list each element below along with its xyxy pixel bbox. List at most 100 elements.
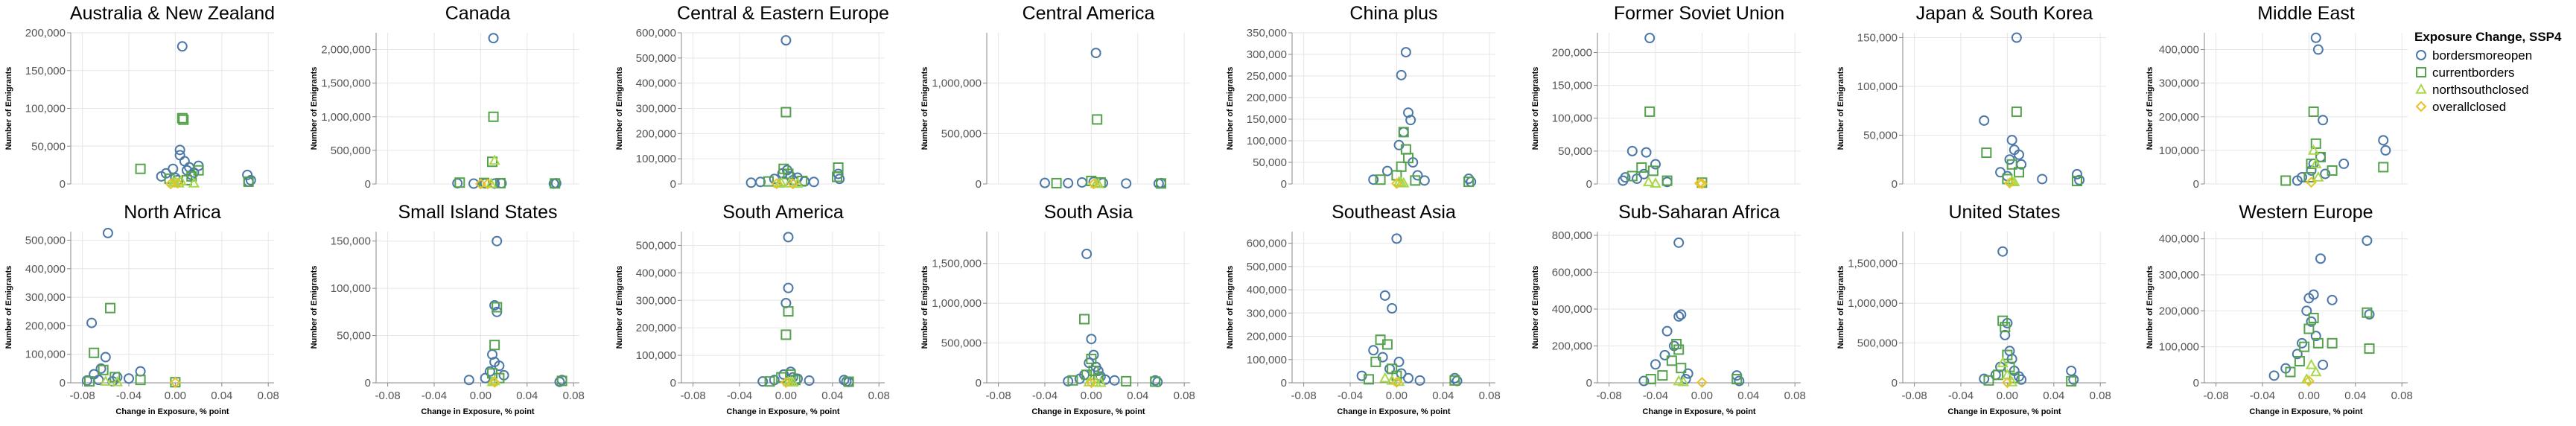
facet-title: Japan & South Korea (1916, 3, 2093, 24)
x-tick-label: 0.00 (470, 390, 492, 402)
point-northsouthclosed (2310, 366, 2322, 377)
point-bordersmoreopen (2292, 175, 2303, 186)
y-tick-label: 600,000 (636, 27, 676, 39)
facet-title: Small Island States (398, 202, 558, 223)
x-tick-label: -0.08 (985, 390, 1011, 402)
point-bordersmoreopen (1650, 159, 1661, 170)
facet-panel: North Africa 0 100,000 200,000 300,000 400,00… (4, 202, 279, 416)
y-tick-label: 0 (1586, 178, 1592, 191)
gridlines (1292, 32, 1495, 185)
point-currentborders (2315, 151, 2326, 162)
point-bordersmoreopen (179, 156, 190, 167)
x-tick-label: 0.04 (211, 390, 232, 402)
x-tick-label: -0.04 (116, 390, 141, 402)
y-tick-label: 300,000 (2159, 269, 2199, 282)
point-bordersmoreopen (1368, 345, 1379, 356)
legend-items: bordersmoreopen currentborders northsouthc… (2415, 48, 2532, 114)
y-tick-label: 100,000 (1857, 80, 1898, 93)
point-bordersmoreopen (1381, 165, 1393, 177)
gridlines (1292, 232, 1495, 384)
point-northsouthclosed (1095, 376, 1107, 387)
legend-label: bordersmoreopen (2432, 48, 2532, 63)
point-bordersmoreopen (81, 375, 92, 386)
point-bordersmoreopen (1734, 375, 1745, 387)
y-tick-label: 0 (365, 377, 371, 390)
point-currentborders (1731, 374, 1743, 385)
facet-title: China plus (1349, 3, 1437, 24)
x-tick-label: -0.04 (422, 390, 447, 402)
point-northsouthclosed (100, 375, 112, 386)
point-bordersmoreopen (1997, 246, 2009, 257)
point-currentborders (2327, 165, 2338, 176)
point-overallclosed (2004, 177, 2015, 189)
y-tick-label: 0 (2193, 377, 2199, 390)
point-currentborders (2002, 349, 2013, 360)
point-currentborders (1067, 375, 1078, 386)
point-bordersmoreopen (2074, 174, 2085, 185)
point-currentborders (176, 112, 188, 124)
facet-title: Southeast Asia (1332, 202, 1456, 223)
point-bordersmoreopen (783, 232, 794, 243)
point-currentborders (1396, 161, 1407, 172)
y-tick-label: 400,000 (2159, 233, 2199, 246)
point-bordersmoreopen (804, 375, 815, 387)
facet-title: Former Soviet Union (1614, 3, 1784, 24)
y-tick-label: 200,000 (636, 127, 676, 140)
x-tick-label: 0.04 (821, 390, 843, 402)
point-bordersmoreopen (2306, 165, 2317, 176)
point-currentborders (2072, 176, 2082, 187)
facet-panel: Canada 0 500,000 1,000,000 1,500,000 2,000,00… (310, 3, 579, 191)
point-currentborders (1086, 353, 1097, 364)
y-tick-label: 50,000 (1863, 130, 1898, 142)
point-bordersmoreopen (2306, 316, 2317, 327)
point-currentborders (487, 156, 497, 168)
facet-title: Central America (1023, 3, 1155, 24)
y-tick-label: 500,000 (941, 127, 982, 140)
x-tick-label: 0.00 (1386, 390, 1408, 402)
point-bordersmoreopen (1641, 147, 1652, 158)
point-bordersmoreopen (1676, 309, 1687, 320)
point-currentborders (2306, 158, 2317, 169)
point-bordersmoreopen (1638, 375, 1650, 387)
point-currentborders (1671, 339, 1682, 350)
point-bordersmoreopen (2378, 135, 2389, 146)
y-tick-label: 150,000 (331, 235, 371, 248)
facet-panel: Japan & South Korea 0 50,000 100,000 150,000… (1836, 3, 2106, 191)
point-currentborders (2011, 106, 2022, 118)
y-axis-label: Number of Emigrants (1226, 266, 1235, 349)
y-tick-label: 400,000 (636, 267, 676, 279)
point-northsouthclosed (2307, 144, 2320, 155)
point-bordersmoreopen (174, 144, 185, 156)
y-tick-label: 300,000 (636, 103, 676, 115)
point-currentborders (780, 329, 792, 340)
point-bordersmoreopen (1403, 372, 1413, 384)
point-overallclosed (482, 178, 494, 190)
y-axis-label: Number of Emigrants (1836, 266, 1845, 349)
point-bordersmoreopen (1659, 349, 1670, 360)
point-bordersmoreopen (1121, 178, 1132, 189)
point-bordersmoreopen (833, 168, 844, 179)
point-bordersmoreopen (2011, 32, 2022, 43)
y-tick-label: 0 (2193, 178, 2199, 191)
x-axis-label: Change in Exposure, % point (1947, 407, 2061, 416)
point-northsouthclosed (2305, 358, 2318, 369)
point-bordersmoreopen (102, 227, 113, 238)
facet-panel: United States 0 500,000 1,000,000 1,500,000N… (1836, 202, 2111, 416)
point-currentborders (1645, 374, 1656, 385)
gridlines (1597, 33, 1801, 185)
point-bordersmoreopen (2014, 149, 2024, 160)
y-tick-label: 100,000 (331, 282, 371, 295)
point-northsouthclosed (1093, 177, 1104, 188)
legend-marker-circle (2416, 50, 2426, 60)
facet-panel: Southeast Asia 0 100,000 200,000 300,000 400,… (1226, 202, 1501, 416)
point-overallclosed (2306, 177, 2317, 188)
point-currentborders (1410, 175, 1421, 186)
y-tick-label: 50,000 (1558, 145, 1592, 158)
point-currentborders (783, 168, 794, 179)
facet-panel: Central & Eastern Europe 0 100,000 200,000 3… (615, 3, 889, 191)
x-tick-label: -0.04 (1948, 390, 1974, 402)
point-currentborders (2006, 159, 2017, 170)
point-currentborders (1983, 375, 1994, 386)
point-bordersmoreopen (160, 168, 171, 179)
point-currentborders (135, 163, 146, 174)
